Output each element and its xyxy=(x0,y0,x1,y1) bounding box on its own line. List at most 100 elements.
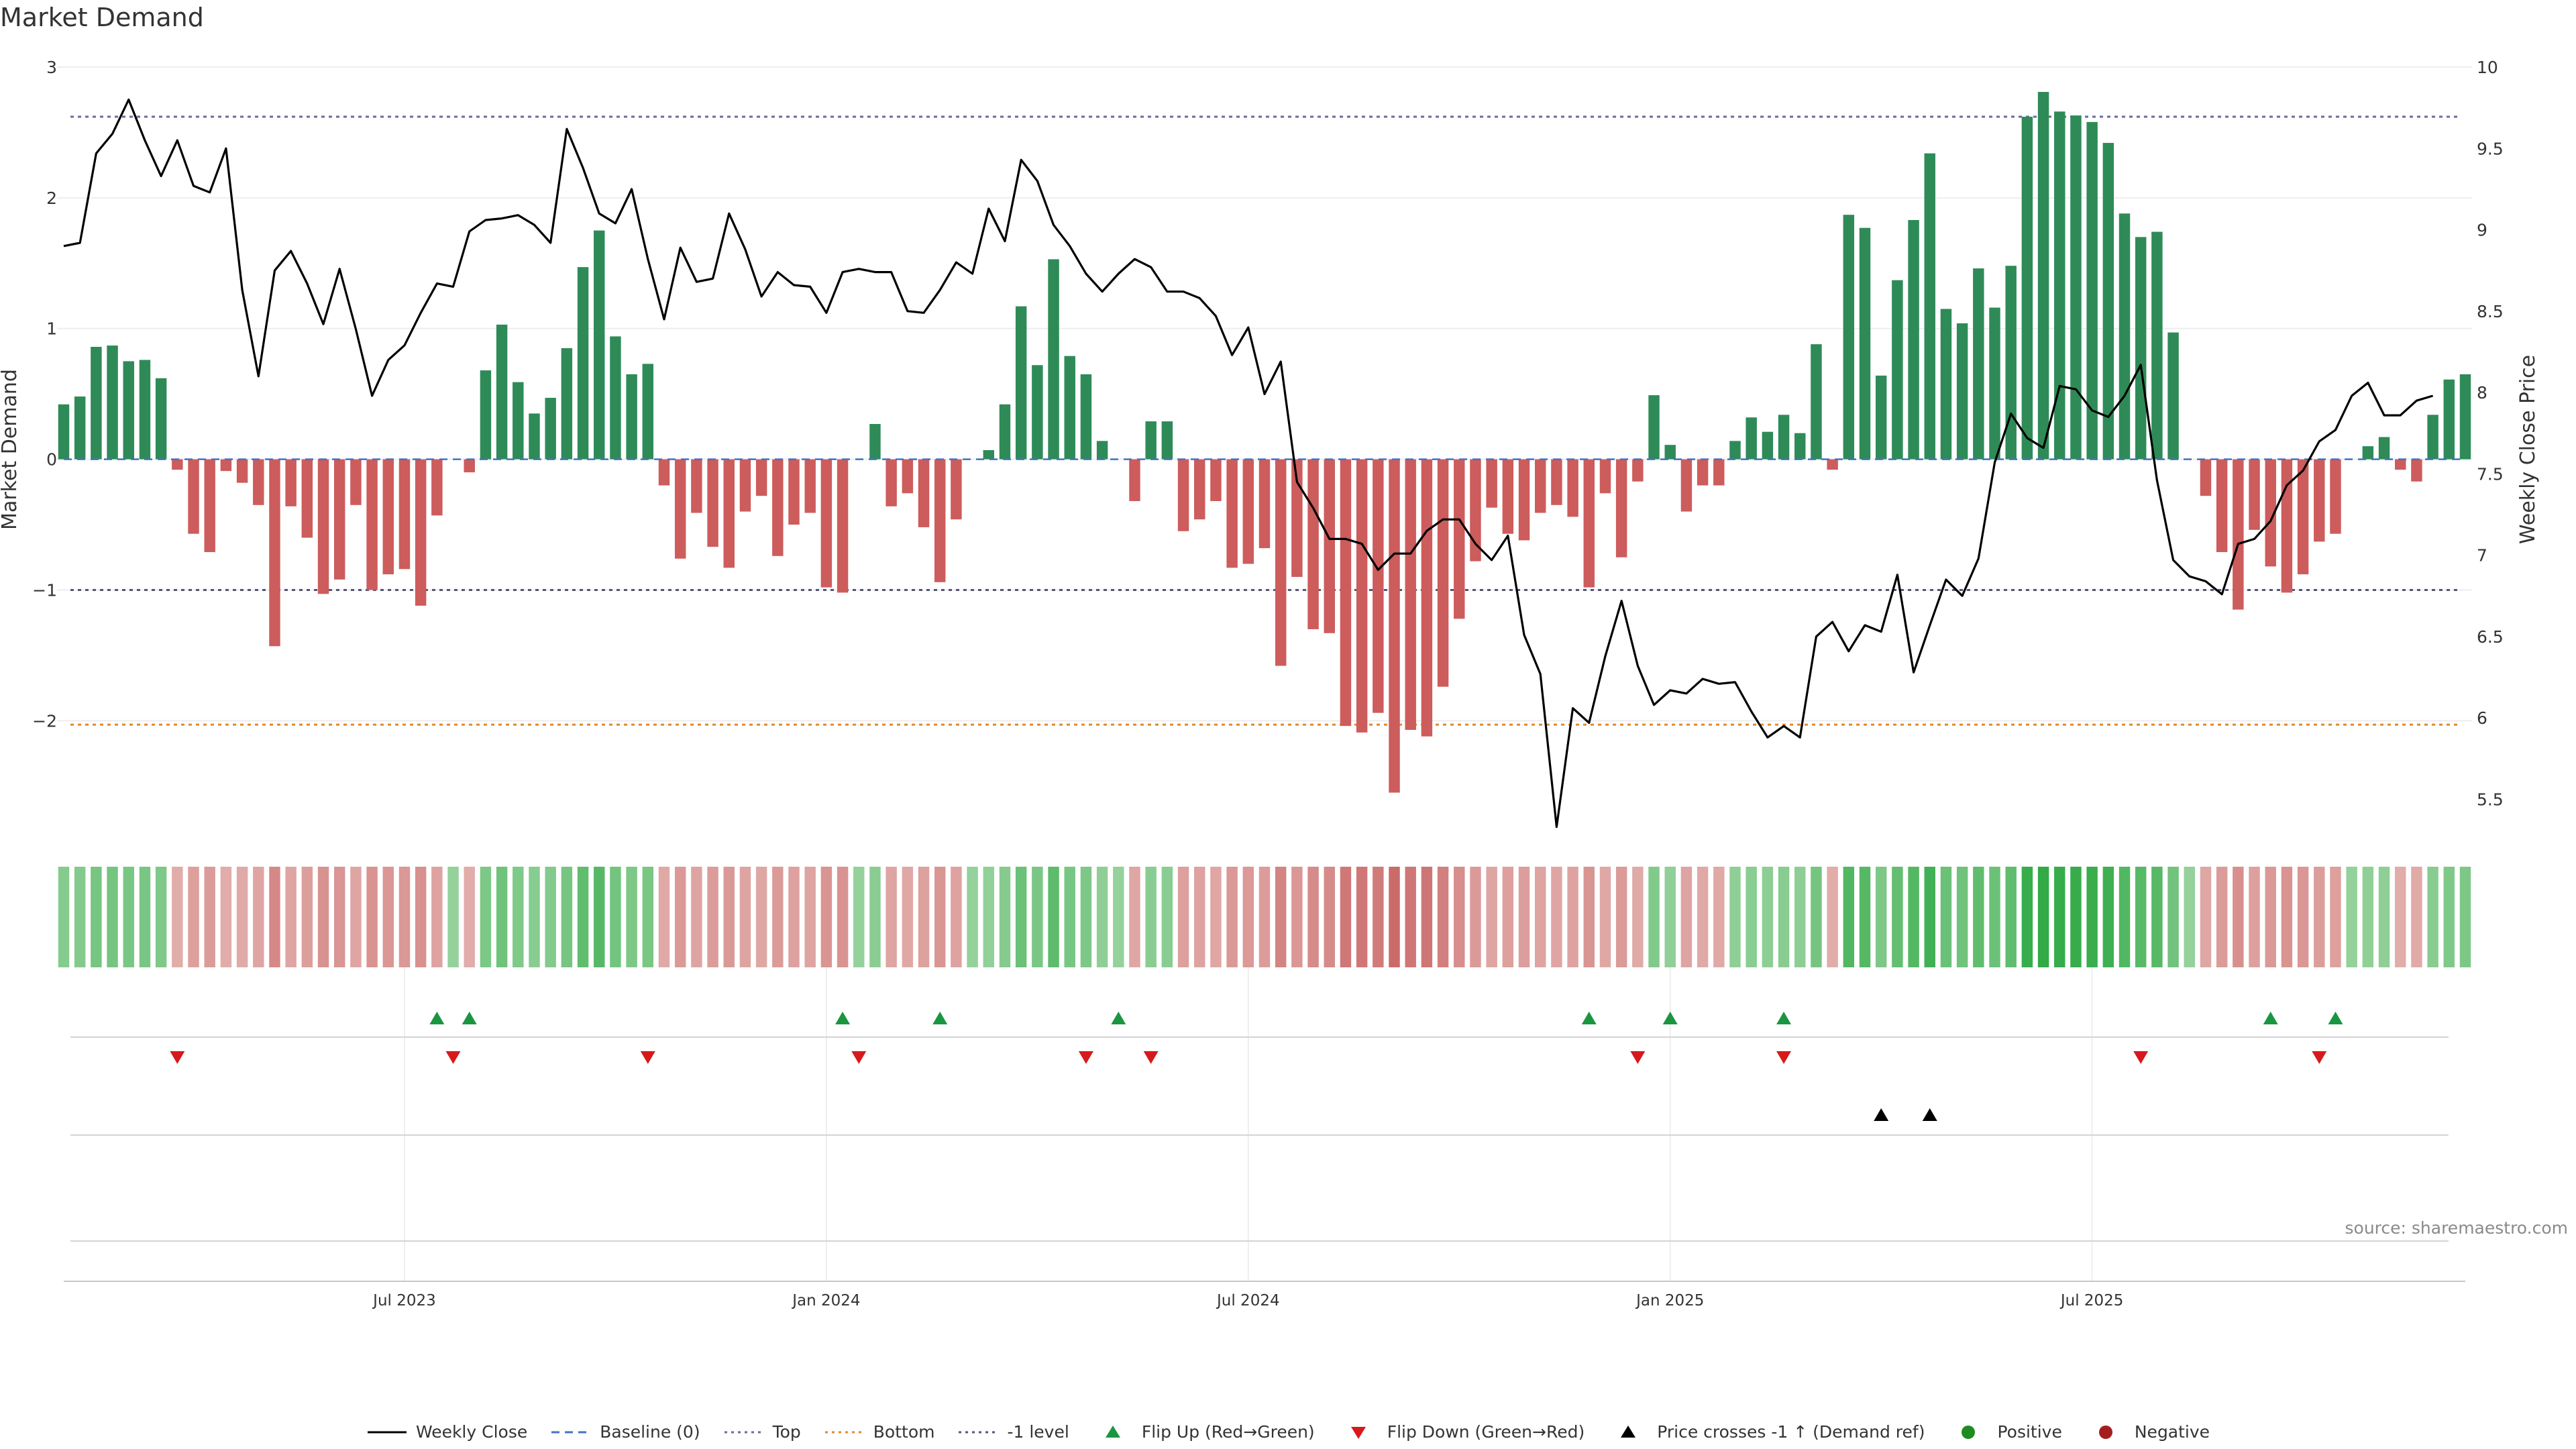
demand-bar xyxy=(755,459,767,496)
flip-up-marker xyxy=(2263,1012,2278,1024)
heat-cell xyxy=(2102,867,2114,967)
heat-cell xyxy=(902,867,914,967)
heat-cell xyxy=(188,867,199,967)
legend-item: -1 level xyxy=(957,1422,1069,1442)
heat-cell xyxy=(869,867,881,967)
heat-cell xyxy=(496,867,508,967)
demand-bar xyxy=(513,382,524,460)
demand-bar xyxy=(1145,421,1157,460)
demand-bar xyxy=(480,370,492,460)
heat-cell xyxy=(1161,867,1173,967)
demand-bar xyxy=(1599,459,1611,494)
legend-swatch-shape xyxy=(1105,1425,1120,1438)
demand-bar xyxy=(918,459,930,527)
demand-bar xyxy=(902,459,914,494)
heat-cell xyxy=(1032,867,1043,967)
demand-bar xyxy=(2411,459,2422,482)
demand-bar xyxy=(594,230,605,460)
heat-cell xyxy=(951,867,962,967)
y2-axis-label: Weekly Close Price xyxy=(2516,355,2540,544)
heat-cell xyxy=(1210,867,1222,967)
heat-cell xyxy=(2265,867,2276,967)
heat-cell xyxy=(545,867,556,967)
demand-bar xyxy=(2443,379,2455,460)
demand-bar xyxy=(1843,215,1855,460)
heat-cell xyxy=(1924,867,1935,967)
heat-cell xyxy=(285,867,297,967)
demand-bar xyxy=(1177,459,1189,531)
legend-swatch xyxy=(367,1431,407,1433)
y2-tick-label: 5.5 xyxy=(2477,790,2504,809)
heat-cell xyxy=(2346,867,2357,967)
heat-cell xyxy=(1680,867,1693,967)
demand-bar xyxy=(1454,459,1465,619)
demand-bar xyxy=(366,459,378,590)
legend-label: Weekly Close xyxy=(415,1422,528,1442)
heat-cell xyxy=(2281,867,2293,967)
heat-cell xyxy=(1113,867,1124,967)
x-tick-label: Jul 2025 xyxy=(2059,1292,2124,1309)
demand-bar xyxy=(869,424,881,460)
legend-label: Price crosses -1 ↑ (Demand ref) xyxy=(1657,1422,1925,1442)
flip-up-marker xyxy=(1662,1012,1678,1024)
heat-cell xyxy=(480,867,492,967)
demand-bar xyxy=(2233,459,2244,610)
heat-cell xyxy=(1405,867,1416,967)
demand-bar xyxy=(2459,374,2471,460)
demand-bar xyxy=(707,459,718,547)
heat-cell xyxy=(1615,867,1627,967)
flip-down-marker xyxy=(1630,1051,1646,1064)
heat-cell xyxy=(1778,867,1790,967)
heat-cell xyxy=(1356,867,1368,967)
demand-bar xyxy=(1713,459,1725,486)
heat-cell xyxy=(934,867,946,967)
flip-up-marker xyxy=(835,1012,851,1024)
demand-bar xyxy=(1940,309,1952,460)
heat-cell xyxy=(1470,867,1481,967)
demand-bar xyxy=(398,459,411,570)
demand-bar xyxy=(1892,280,1903,460)
demand-bar xyxy=(107,345,118,460)
legend-item: Flip Down (Green→Red) xyxy=(1338,1422,1585,1442)
heat-cell xyxy=(2135,867,2147,967)
demand-bar xyxy=(642,364,654,460)
demand-bar xyxy=(74,396,86,460)
heat-cell xyxy=(1794,867,1806,967)
heat-cell xyxy=(1875,867,1887,967)
demand-bar xyxy=(464,459,475,473)
legend-label: Bottom xyxy=(873,1422,935,1442)
heat-cell xyxy=(626,867,637,967)
heat-cell xyxy=(755,867,767,967)
demand-bar xyxy=(1048,259,1059,460)
heat-cell xyxy=(2005,867,2017,967)
heat-cell xyxy=(820,867,833,967)
y2-tick-label: 6 xyxy=(2477,708,2487,728)
heat-cell xyxy=(1599,867,1611,967)
demand-bar xyxy=(1567,459,1578,517)
heat-cell xyxy=(739,867,751,967)
heat-cell xyxy=(366,867,378,967)
heat-cell xyxy=(317,867,329,967)
demand-bar xyxy=(1502,459,1514,534)
heat-cell xyxy=(74,867,86,967)
demand-bar xyxy=(1258,459,1271,549)
heat-cell xyxy=(853,867,865,967)
heat-cell xyxy=(1583,867,1595,967)
heat-cell xyxy=(2086,867,2098,967)
demand-bar xyxy=(1226,459,1238,568)
demand-bar xyxy=(220,459,232,472)
chart-title: Market Demand xyxy=(0,3,204,32)
heat-cell xyxy=(1729,867,1741,967)
demand-bar xyxy=(1340,459,1352,727)
flip-down-marker xyxy=(640,1051,655,1064)
heat-cell xyxy=(2411,867,2422,967)
x-tick-label: Jul 2024 xyxy=(1216,1292,1280,1309)
demand-bar xyxy=(1210,459,1222,501)
demand-bar xyxy=(885,459,897,506)
legend-label: Top xyxy=(772,1422,801,1442)
flip-up-marker xyxy=(1111,1012,1126,1024)
demand-bar xyxy=(188,459,199,534)
demand-bar xyxy=(172,459,183,470)
